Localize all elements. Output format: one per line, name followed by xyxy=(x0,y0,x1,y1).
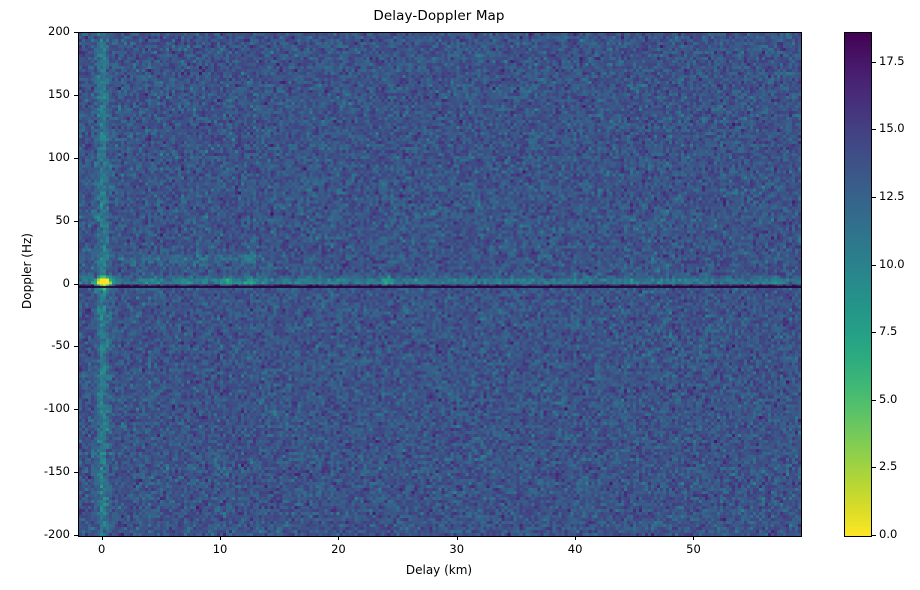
y-tick-label: 0 xyxy=(62,275,70,290)
y-tick-label: 100 xyxy=(48,149,70,164)
x-tick-label: 40 xyxy=(567,542,583,556)
y-tick-mark xyxy=(74,409,78,411)
colorbar-tick-mark xyxy=(872,535,876,536)
y-tick-mark xyxy=(74,535,78,536)
colorbar-tick-label: 15.0 xyxy=(879,121,905,136)
x-axis-label: Delay (km) xyxy=(405,563,473,577)
y-tick-mark xyxy=(74,157,78,159)
colorbar-tick-mark xyxy=(872,196,876,198)
colorbar-tick-label: 2.5 xyxy=(879,459,898,474)
colorbar-tick-mark xyxy=(872,467,876,469)
x-tick-label: 50 xyxy=(686,542,701,556)
colorbar-tick-mark xyxy=(872,264,876,266)
page-title: Delay-Doppler Map xyxy=(373,8,505,24)
y-axis-label: Doppler (Hz) xyxy=(20,233,34,309)
colorbar-tick-label: 10.0 xyxy=(879,256,905,271)
colorbar-tick-label: 5.0 xyxy=(879,391,898,406)
colorbar-gradient xyxy=(845,33,871,536)
x-tick-mark xyxy=(220,536,222,540)
colorbar-tick-label: 0.0 xyxy=(879,527,898,541)
y-tick-label: 200 xyxy=(48,24,70,38)
colorbar-tick-label: 17.5 xyxy=(879,53,905,68)
x-tick-mark xyxy=(456,536,458,540)
y-tick-mark xyxy=(74,346,78,348)
colorbar-tick-label: 12.5 xyxy=(879,188,905,203)
y-tick-label: -150 xyxy=(43,464,70,479)
x-tick-label: 10 xyxy=(212,542,228,556)
x-tick-mark xyxy=(338,536,340,540)
plot-area[interactable] xyxy=(78,32,802,537)
x-tick-mark xyxy=(101,536,103,540)
x-tick-mark xyxy=(693,536,695,540)
x-tick-label: 0 xyxy=(98,542,106,556)
delay-doppler-heatmap xyxy=(79,33,801,536)
y-tick-label: -50 xyxy=(51,338,70,353)
colorbar[interactable] xyxy=(844,32,872,537)
x-tick-label: 30 xyxy=(449,542,465,556)
y-tick-label: -100 xyxy=(43,401,70,416)
colorbar-tick-label: 7.5 xyxy=(879,324,898,339)
y-tick-mark xyxy=(74,32,78,33)
y-tick-mark xyxy=(74,94,78,96)
y-tick-mark xyxy=(74,220,78,222)
colorbar-tick-mark xyxy=(872,332,876,334)
y-tick-mark xyxy=(74,472,78,474)
zero-doppler-notch-overlay xyxy=(79,33,801,536)
colorbar-tick-mark xyxy=(872,61,876,63)
y-tick-label: 50 xyxy=(55,212,70,227)
colorbar-tick-mark xyxy=(872,399,876,401)
y-tick-mark xyxy=(74,283,78,285)
y-tick-label: -200 xyxy=(43,527,70,541)
x-tick-label: 20 xyxy=(331,542,346,556)
x-tick-mark xyxy=(575,536,577,540)
y-tick-label: 150 xyxy=(48,86,70,101)
colorbar-tick-mark xyxy=(872,129,876,131)
